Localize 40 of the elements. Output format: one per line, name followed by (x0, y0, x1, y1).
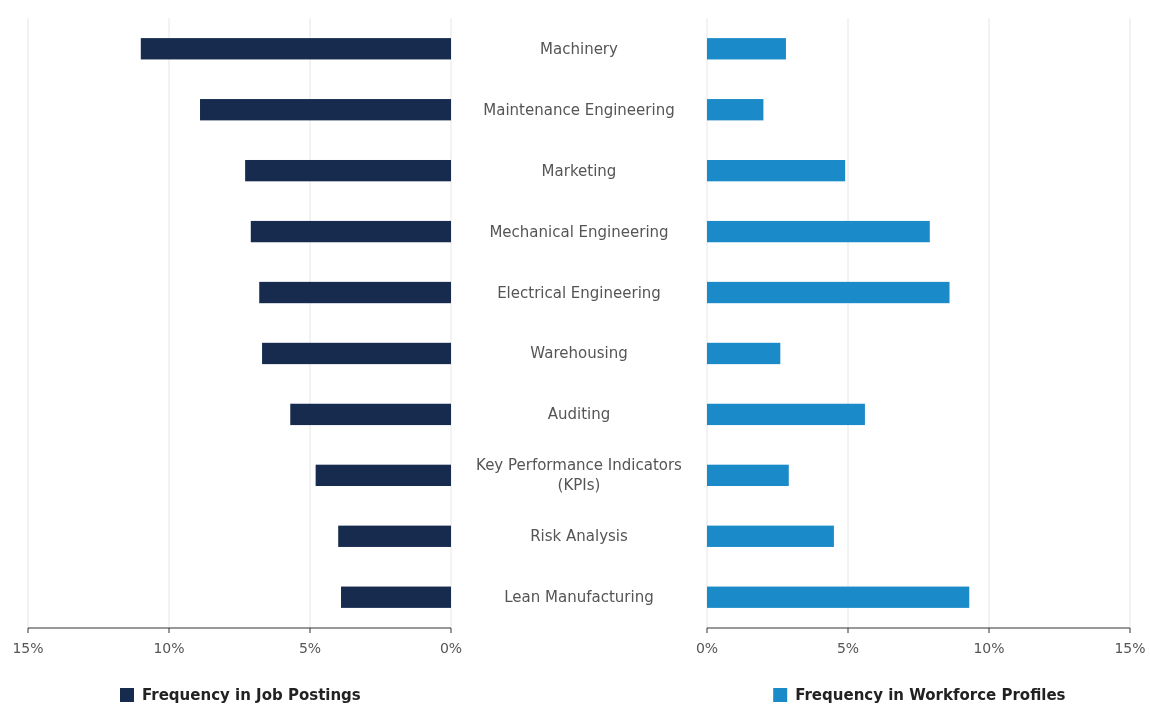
y-tick-label: Risk Analysis (530, 527, 629, 546)
x-tick-label: 10% (973, 640, 1005, 656)
bar (707, 464, 789, 487)
legend-label: Frequency in Workforce Profiles (795, 686, 1066, 704)
bar (140, 38, 451, 60)
bar (245, 159, 451, 182)
y-tick-label: Electrical Engineering (497, 283, 661, 302)
y-tick-label: Machinery (540, 39, 619, 58)
bar (315, 464, 451, 487)
x-tick-label: 15% (1114, 640, 1146, 656)
y-tick-label: Maintenance Engineering (483, 100, 675, 119)
x-tick-label: 10% (153, 640, 185, 656)
bar (707, 525, 834, 547)
bar (707, 586, 970, 608)
x-tick-label: 5% (298, 640, 322, 656)
x-tick-label: 15% (12, 640, 44, 656)
y-tick-label: Lean Manufacturing (504, 588, 654, 607)
bar (707, 38, 786, 60)
y-tick-label: Marketing (541, 161, 617, 180)
y-tick-label: Mechanical Engineering (489, 222, 669, 241)
bar (707, 342, 781, 365)
bar (707, 159, 846, 182)
bar (341, 586, 451, 608)
x-tick-label: 0% (695, 640, 719, 656)
bar (290, 403, 451, 426)
bar (707, 403, 865, 426)
bar (200, 99, 451, 121)
y-tick-label: Key Performance Indicators (KPIs) (476, 456, 683, 495)
y-tick-label: Warehousing (530, 344, 628, 363)
bar (707, 220, 930, 243)
bar (707, 281, 950, 304)
bar (707, 99, 764, 121)
x-tick-label: 0% (439, 640, 463, 656)
bar (338, 525, 451, 547)
y-tick-label: Auditing (547, 405, 611, 424)
bar (259, 281, 451, 304)
bar (262, 342, 451, 365)
bar (250, 220, 451, 243)
x-tick-label: 5% (836, 640, 860, 656)
legend-label: Frequency in Job Postings (142, 686, 361, 704)
